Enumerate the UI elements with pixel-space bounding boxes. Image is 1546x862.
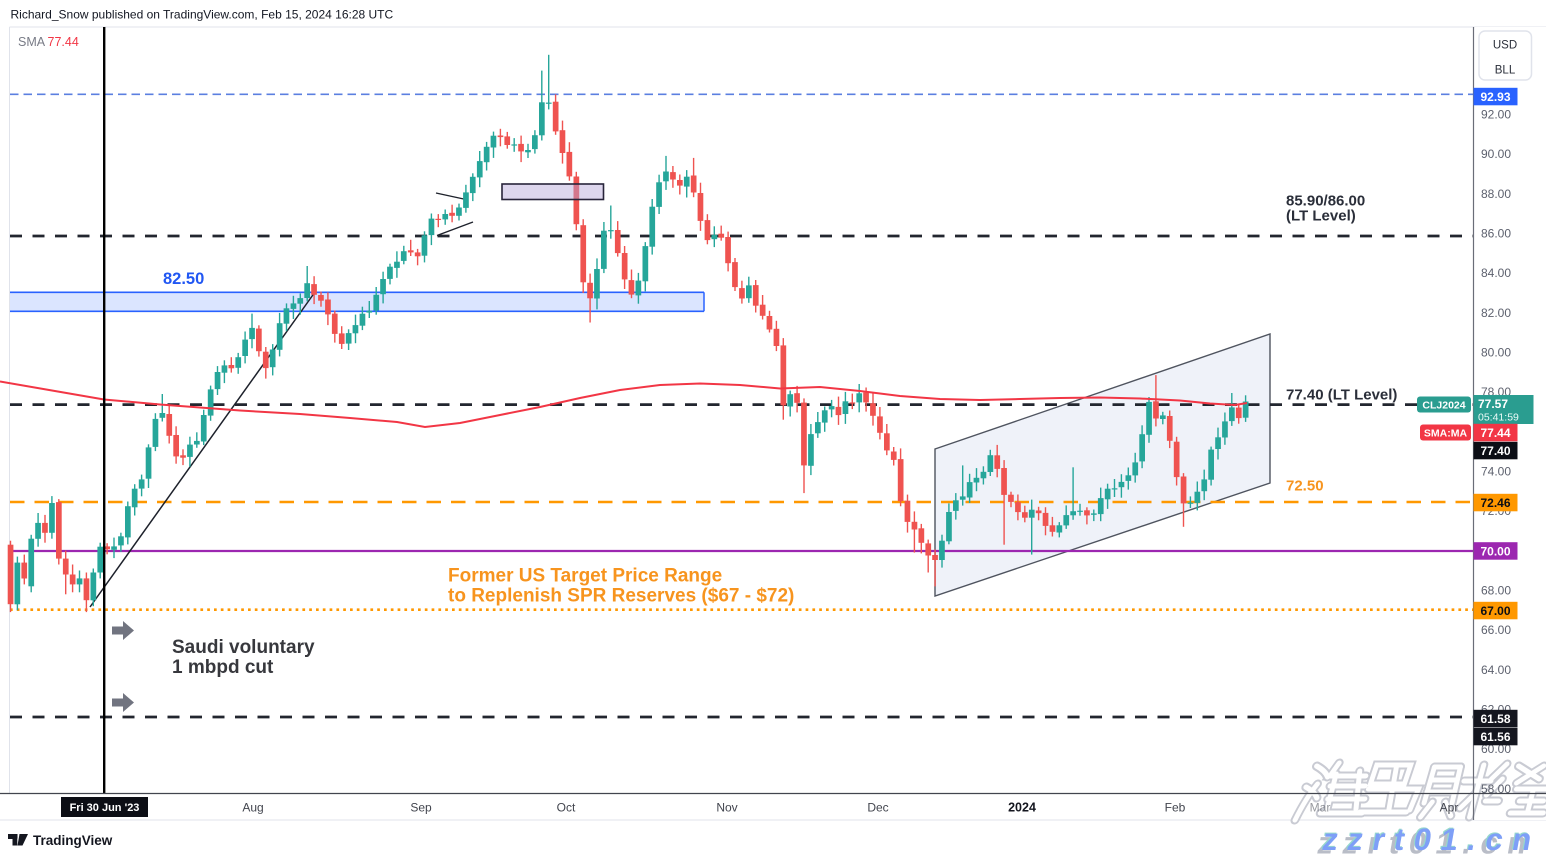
svg-text:Sep: Sep [410,801,432,815]
svg-text:SMA: SMA [18,35,46,49]
svg-text:Fri 30 Jun '23: Fri 30 Jun '23 [70,802,140,814]
svg-text:74.00: 74.00 [1481,465,1511,479]
svg-text:Feb: Feb [1165,801,1186,815]
svg-text:66.00: 66.00 [1481,623,1511,637]
svg-text:Mar: Mar [1310,801,1331,815]
svg-text:92.93: 92.93 [1480,90,1510,104]
svg-text:2024: 2024 [1008,801,1036,815]
svg-text:77.40 (LT Level): 77.40 (LT Level) [1286,387,1397,404]
svg-text:82.00: 82.00 [1481,306,1511,320]
svg-text:72.46: 72.46 [1480,496,1510,510]
svg-text:77.40: 77.40 [1480,444,1510,458]
svg-text:77.44: 77.44 [48,35,79,49]
svg-text:Aug: Aug [242,801,263,815]
svg-text:Former US Target Price Range: Former US Target Price Range [448,566,722,587]
svg-text:92.00: 92.00 [1481,108,1511,122]
svg-text:Saudi voluntary: Saudi voluntary [172,637,315,658]
svg-text:61.58: 61.58 [1480,712,1510,726]
svg-text:Dec: Dec [867,801,888,815]
svg-text:70.00: 70.00 [1480,544,1510,558]
svg-text:Oct: Oct [557,801,576,815]
svg-text:67.00: 67.00 [1480,604,1510,618]
svg-text:1 mbpd cut: 1 mbpd cut [172,657,274,678]
svg-text:72.50: 72.50 [1286,478,1324,495]
svg-text:Richard_Snow published on Trad: Richard_Snow published on TradingView.co… [11,8,394,22]
svg-text:05:41:59: 05:41:59 [1478,412,1519,424]
svg-text:zzrt01.cn: zzrt01.cn [1320,822,1544,857]
svg-text:TradingView: TradingView [33,833,113,848]
svg-text:BLL: BLL [1495,65,1516,77]
svg-text:(LT Level): (LT Level) [1286,208,1356,225]
svg-text:86.00: 86.00 [1481,227,1511,241]
svg-text:77.44: 77.44 [1480,426,1510,440]
svg-text:CLJ2024: CLJ2024 [1422,400,1465,412]
svg-text:SMA:MA: SMA:MA [1424,428,1468,440]
svg-text:90.00: 90.00 [1481,147,1511,161]
svg-text:Apr: Apr [1440,801,1459,815]
svg-text:to Replenish SPR Reserves ($67: to Replenish SPR Reserves ($67 - $72) [448,586,794,607]
svg-text:64.00: 64.00 [1481,663,1511,677]
svg-text:77.57: 77.57 [1478,397,1508,411]
svg-text:61.56: 61.56 [1480,730,1510,744]
svg-text:84.00: 84.00 [1481,266,1511,280]
svg-text:88.00: 88.00 [1481,187,1511,201]
svg-text:68.00: 68.00 [1481,584,1511,598]
svg-text:Nov: Nov [716,801,737,815]
svg-text:USD: USD [1493,40,1517,52]
svg-text:82.50: 82.50 [163,270,204,288]
svg-text:80.00: 80.00 [1481,346,1511,360]
